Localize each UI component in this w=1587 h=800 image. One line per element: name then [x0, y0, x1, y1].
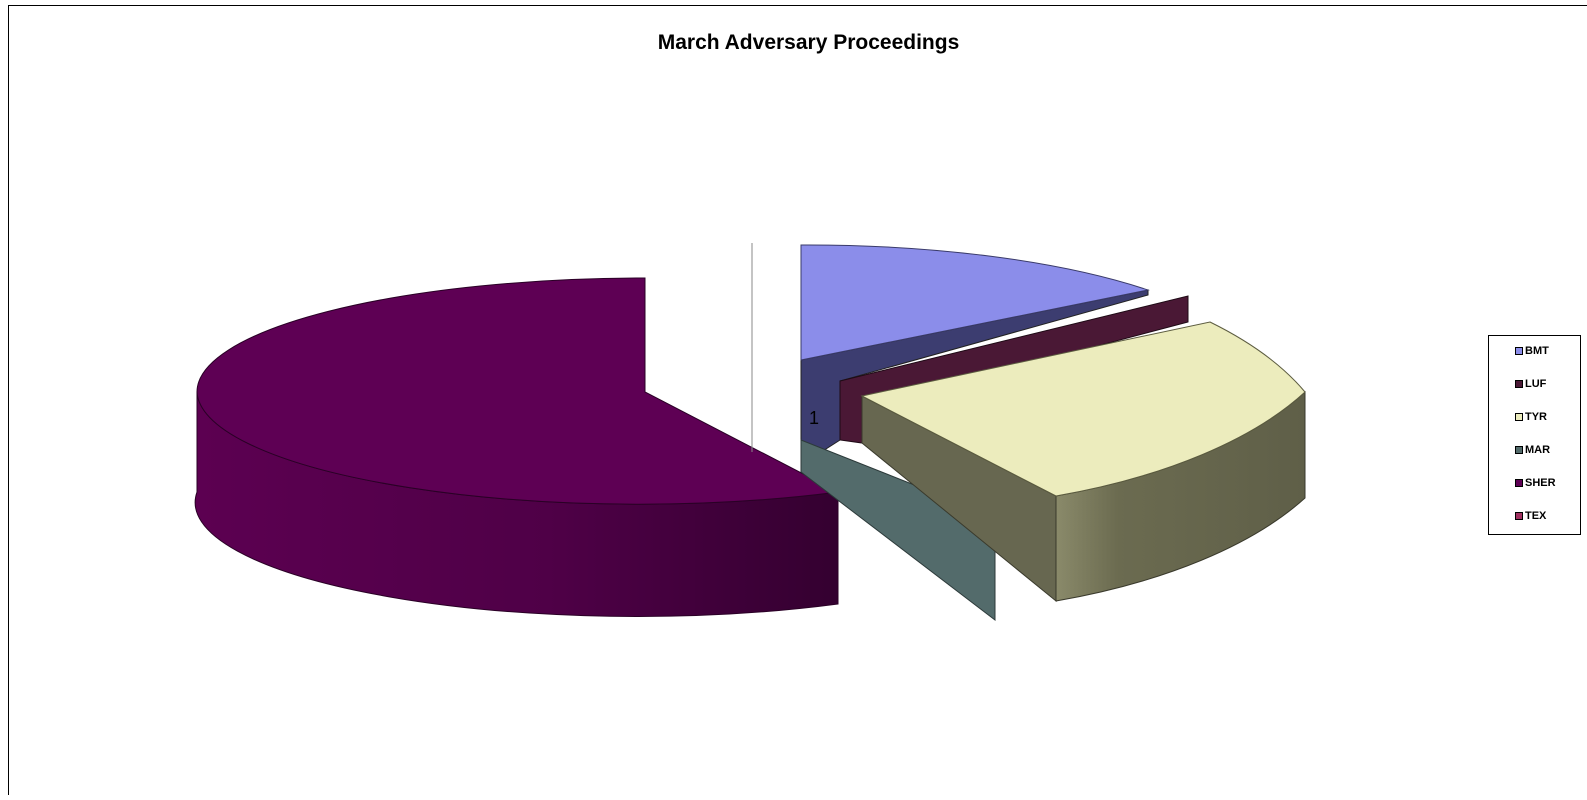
legend-label: MAR [1525, 444, 1551, 456]
legend: BMT LUF TYR MAR SHER TEX [1488, 335, 1581, 535]
category-label: 1 [809, 408, 819, 428]
chart-frame [8, 5, 1587, 795]
legend-label: LUF [1525, 378, 1547, 390]
legend-label: TEX [1525, 510, 1547, 522]
legend-item-luf[interactable]: LUF [1515, 377, 1546, 391]
legend-label: SHER [1525, 477, 1556, 489]
slice-tyr[interactable] [860, 321, 1306, 603]
legend-swatch [1515, 413, 1523, 421]
legend-swatch [1515, 446, 1523, 454]
legend-item-bmt[interactable]: BMT [1515, 344, 1549, 358]
legend-item-tex[interactable]: TEX [1515, 509, 1546, 523]
legend-label: TYR [1525, 411, 1547, 423]
slice-sher[interactable] [194, 277, 840, 617]
legend-swatch [1515, 380, 1523, 388]
legend-item-sher[interactable]: SHER [1515, 476, 1556, 490]
legend-swatch [1515, 479, 1523, 487]
legend-label: BMT [1525, 345, 1549, 357]
legend-swatch [1515, 347, 1523, 355]
legend-item-tyr[interactable]: TYR [1515, 410, 1547, 424]
chart-title: March Adversary Proceedings [657, 31, 960, 54]
legend-swatch [1515, 512, 1523, 520]
legend-item-mar[interactable]: MAR [1515, 443, 1550, 457]
